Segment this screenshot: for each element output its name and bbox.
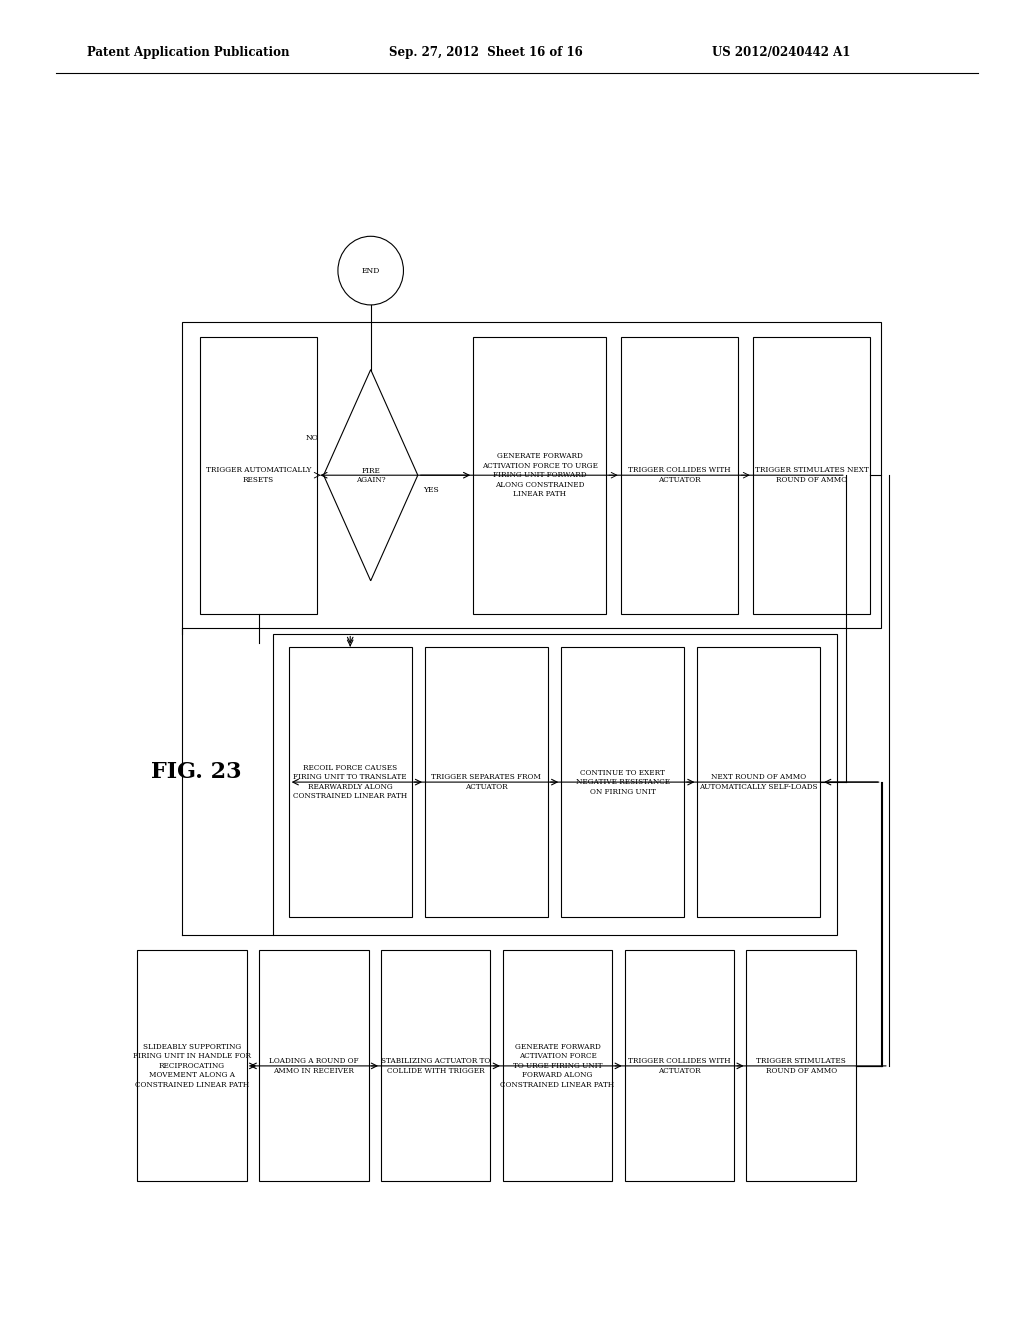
- Bar: [289, 647, 412, 917]
- Text: TRIGGER STIMULATES NEXT
ROUND OF AMMO: TRIGGER STIMULATES NEXT ROUND OF AMMO: [755, 466, 868, 484]
- Bar: [200, 337, 317, 614]
- Text: TRIGGER COLLIDES WITH
ACTUATOR: TRIGGER COLLIDES WITH ACTUATOR: [628, 466, 731, 484]
- Bar: [621, 337, 738, 614]
- Text: FIRE
AGAIN?: FIRE AGAIN?: [356, 466, 385, 484]
- Bar: [503, 950, 612, 1181]
- Ellipse shape: [338, 236, 403, 305]
- Text: NO: NO: [305, 434, 318, 442]
- Bar: [753, 337, 870, 614]
- Text: GENERATE FORWARD
ACTIVATION FORCE
TO URGE FIRING UNIT
FORWARD ALONG
CONSTRAINED : GENERATE FORWARD ACTIVATION FORCE TO URG…: [501, 1043, 614, 1089]
- Polygon shape: [324, 370, 418, 581]
- Bar: [625, 950, 734, 1181]
- Bar: [259, 950, 369, 1181]
- Text: TRIGGER SEPARATES FROM
ACTUATOR: TRIGGER SEPARATES FROM ACTUATOR: [431, 774, 542, 791]
- Bar: [182, 322, 881, 628]
- Text: Sep. 27, 2012  Sheet 16 of 16: Sep. 27, 2012 Sheet 16 of 16: [389, 46, 583, 59]
- Text: GENERATE FORWARD
ACTIVATION FORCE TO URGE
FIRING UNIT FORWARD
ALONG CONSTRAINED
: GENERATE FORWARD ACTIVATION FORCE TO URG…: [481, 453, 598, 498]
- Text: TRIGGER COLLIDES WITH
ACTUATOR: TRIGGER COLLIDES WITH ACTUATOR: [628, 1057, 731, 1074]
- Bar: [137, 950, 247, 1181]
- Text: TRIGGER STIMULATES
ROUND OF AMMO: TRIGGER STIMULATES ROUND OF AMMO: [757, 1057, 846, 1074]
- Text: LOADING A ROUND OF
AMMO IN RECEIVER: LOADING A ROUND OF AMMO IN RECEIVER: [269, 1057, 358, 1074]
- Bar: [381, 950, 490, 1181]
- Text: SLIDEABLY SUPPORTING
FIRING UNIT IN HANDLE FOR
RECIPROCATING
MOVEMENT ALONG A
CO: SLIDEABLY SUPPORTING FIRING UNIT IN HAND…: [133, 1043, 251, 1089]
- Text: NEXT ROUND OF AMMO
AUTOMATICALLY SELF-LOADS: NEXT ROUND OF AMMO AUTOMATICALLY SELF-LO…: [699, 774, 818, 791]
- Text: STABILIZING ACTUATOR TO
COLLIDE WITH TRIGGER: STABILIZING ACTUATOR TO COLLIDE WITH TRI…: [381, 1057, 490, 1074]
- Text: TRIGGER AUTOMATICALLY
RESETS: TRIGGER AUTOMATICALLY RESETS: [206, 466, 311, 484]
- Bar: [561, 647, 684, 917]
- Bar: [697, 647, 820, 917]
- Text: YES: YES: [423, 486, 438, 494]
- Bar: [425, 647, 548, 917]
- Bar: [273, 634, 837, 935]
- Text: FIG. 23: FIG. 23: [151, 762, 241, 783]
- Text: US 2012/0240442 A1: US 2012/0240442 A1: [712, 46, 850, 59]
- Bar: [473, 337, 606, 614]
- Text: RECOIL FORCE CAUSES
FIRING UNIT TO TRANSLATE
REARWARDLY ALONG
CONSTRAINED LINEAR: RECOIL FORCE CAUSES FIRING UNIT TO TRANS…: [293, 764, 408, 800]
- Text: END: END: [361, 267, 380, 275]
- Bar: [746, 950, 856, 1181]
- Text: CONTINUE TO EXERT
NEGATIVE RESISTANCE
ON FIRING UNIT: CONTINUE TO EXERT NEGATIVE RESISTANCE ON…: [575, 768, 670, 796]
- Text: Patent Application Publication: Patent Application Publication: [87, 46, 290, 59]
